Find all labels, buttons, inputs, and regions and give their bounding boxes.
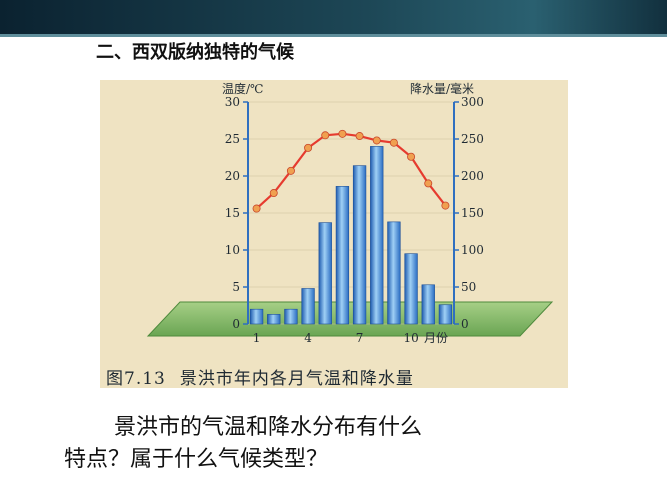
temperature-line xyxy=(255,132,447,210)
temperature-point xyxy=(269,189,278,198)
month-axis-ticks: 1 4 7 10 xyxy=(253,331,419,345)
month-axis-label: 月份 xyxy=(424,331,448,345)
horizontal-grid-lines xyxy=(248,101,454,325)
precipitation-axis-ticks: 0 50 100 150 200 250 300 xyxy=(454,95,484,331)
precipitation-bar xyxy=(318,222,332,325)
question-line-1: 景洪市的气温和降水分布有什么 xyxy=(114,415,423,440)
precipitation-bar xyxy=(404,253,418,325)
question-line-2: 特点？属于什么气候类型？ xyxy=(64,447,329,472)
month-tick-label: 1 xyxy=(253,331,261,345)
temperature-tick-label: 30 xyxy=(225,95,240,109)
precipitation-tick-label: 300 xyxy=(461,95,484,109)
temperature-point xyxy=(441,201,450,210)
precipitation-bar xyxy=(335,186,350,325)
precipitation-bar xyxy=(301,288,315,325)
temperature-point xyxy=(355,132,364,141)
precipitation-bar xyxy=(421,284,435,325)
precipitation-tick-label: 50 xyxy=(461,280,476,294)
temperature-axis-label: 温度/℃ xyxy=(222,81,263,96)
temperature-point xyxy=(321,131,330,140)
chart-base-platform xyxy=(146,301,554,337)
precipitation-axis-label: 降水量/毫米 xyxy=(410,81,474,96)
discussion-question: 景洪市的气温和降水分布有什么 特点？属于什么气候类型？ xyxy=(64,412,524,476)
temperature-tick-label: 0 xyxy=(232,317,240,331)
precipitation-bar xyxy=(284,308,298,325)
temperature-tick-label: 5 xyxy=(232,280,240,294)
climate-chart: 0 5 10 15 20 25 30 0 50 100 150 200 250 300 1 4 7 10 温度… xyxy=(146,81,554,345)
precipitation-bar xyxy=(387,221,401,325)
temperature-point xyxy=(424,179,433,188)
figure-number: 图7.13 xyxy=(106,369,166,389)
climate-figure: 0 5 10 15 20 25 30 0 50 100 150 200 250 300 1 4 7 10 温度… xyxy=(100,80,568,389)
temperature-tick-label: 10 xyxy=(225,243,240,257)
precipitation-tick-label: 100 xyxy=(461,243,484,257)
precipitation-bars xyxy=(249,146,453,325)
month-tick-label: 10 xyxy=(403,331,418,345)
figure-caption-text: 景洪市年内各月气温和降水量 xyxy=(179,369,414,389)
temperature-tick-label: 20 xyxy=(225,169,240,183)
temperature-line-group xyxy=(252,129,450,213)
temperature-axis-ticks: 0 5 10 15 20 25 30 xyxy=(225,95,248,331)
temperature-tick-label: 15 xyxy=(225,206,240,220)
top-banner-divider xyxy=(0,34,667,37)
precipitation-bar xyxy=(370,146,384,325)
figure-caption: 图7.13 景洪市年内各月气温和降水量 xyxy=(106,364,414,389)
precipitation-tick-label: 250 xyxy=(461,132,484,146)
precipitation-bar xyxy=(352,165,367,325)
precipitation-bar xyxy=(438,304,453,325)
month-tick-label: 4 xyxy=(304,331,312,345)
precipitation-bar xyxy=(249,308,264,325)
month-tick-label: 7 xyxy=(356,331,364,345)
temperature-point xyxy=(252,204,261,213)
slide-title: 二、西双版纳独特的气候 xyxy=(96,42,294,63)
precipitation-tick-label: 150 xyxy=(461,206,484,220)
temperature-tick-label: 25 xyxy=(225,132,240,146)
temperature-point xyxy=(407,152,416,161)
top-banner xyxy=(0,0,667,34)
temperature-point xyxy=(372,136,381,145)
precipitation-bar xyxy=(267,314,281,325)
temperature-point xyxy=(286,166,295,175)
temperature-point xyxy=(304,143,313,152)
precipitation-tick-label: 200 xyxy=(461,169,484,183)
temperature-point xyxy=(389,138,398,147)
temperature-point xyxy=(338,129,347,138)
precipitation-tick-label: 0 xyxy=(461,317,469,331)
